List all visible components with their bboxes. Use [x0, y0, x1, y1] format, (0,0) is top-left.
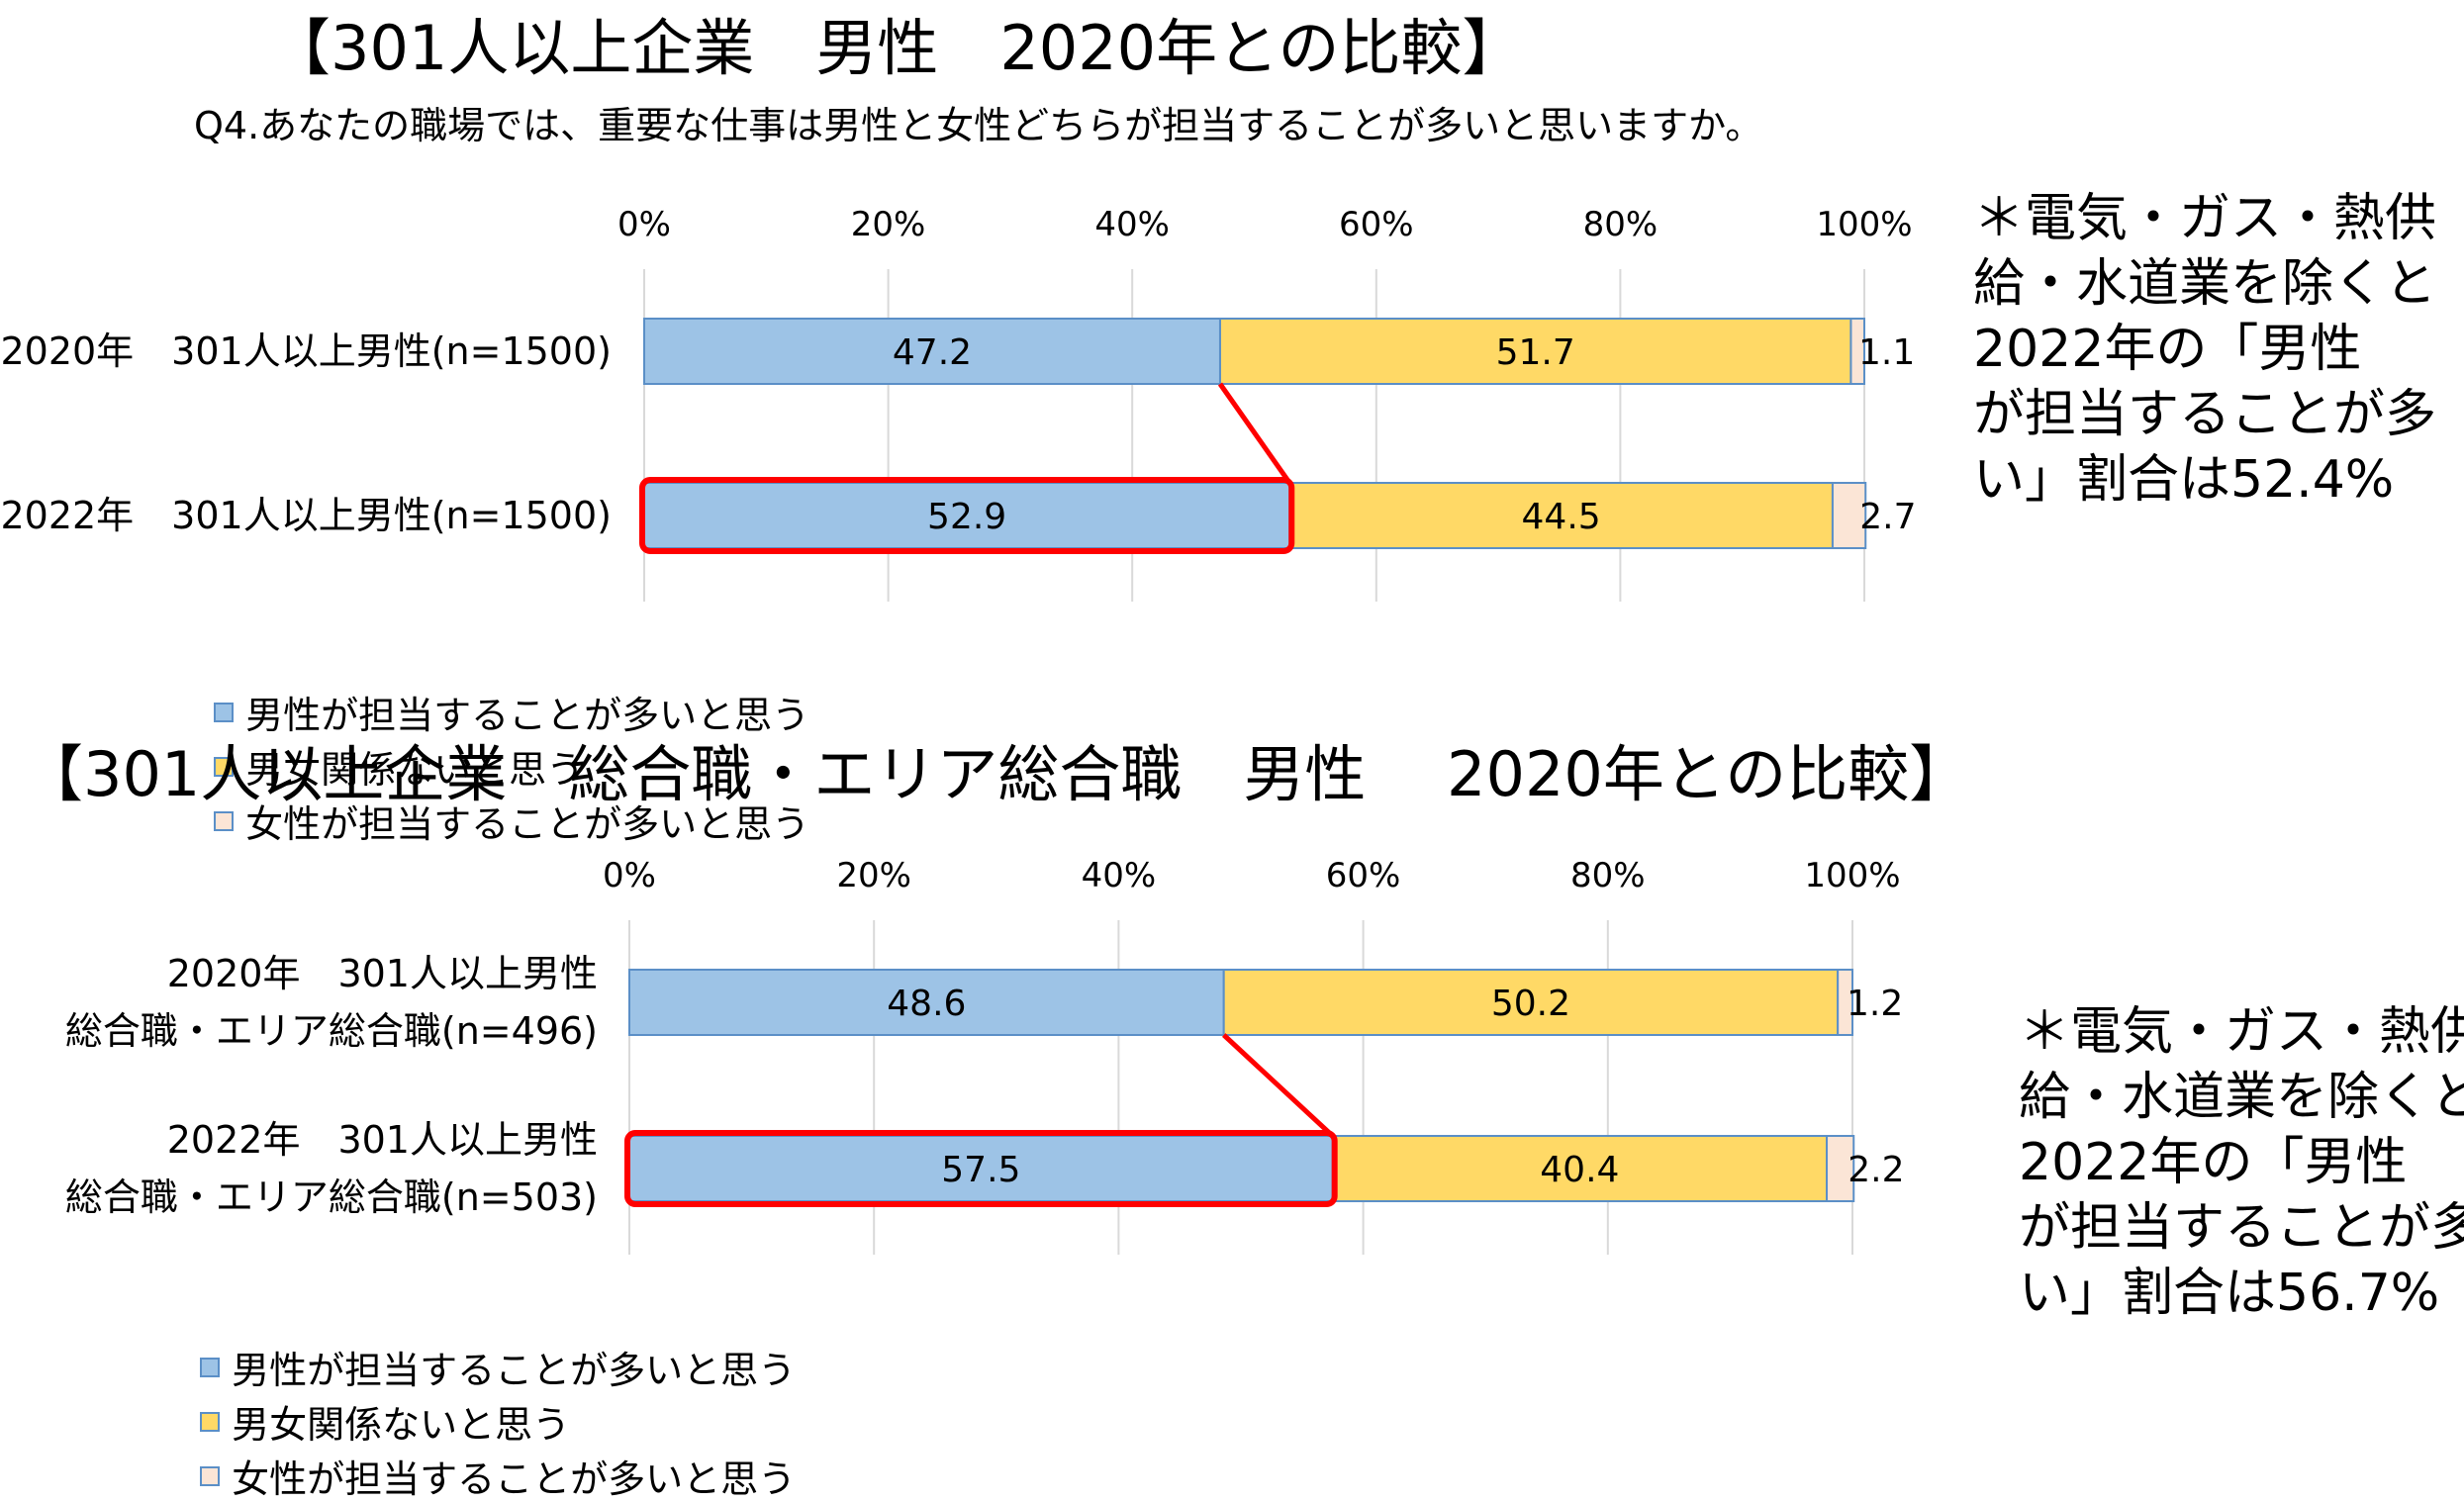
legend-swatch-no-difference	[200, 1411, 221, 1432]
top-chart-title: 【301人以上企業 男性 2020年との比較】	[269, 12, 1524, 84]
legend-label-female-more: 女性が担当することが多いと思う	[232, 1457, 797, 1501]
bar-segment	[1837, 969, 1853, 1036]
legend-male-more: 男性が担当することが多いと思う	[200, 1340, 796, 1394]
category-label: 2022年 301人以上男性	[167, 1118, 598, 1162]
legend-swatch-no-difference	[214, 756, 235, 777]
legend-female-more: 女性が担当することが多いと思う	[200, 1449, 796, 1503]
x-tick-label: 80%	[1570, 856, 1646, 895]
category-label: 総合職・エリア総合職(n=496)	[65, 1009, 598, 1053]
data-label: 51.7	[1496, 332, 1575, 373]
x-tick-label: 20%	[836, 856, 911, 895]
bar-segment	[1288, 482, 1834, 549]
x-tick-label: 60%	[1339, 205, 1414, 244]
bar-segment	[628, 969, 1225, 1036]
bottom-chart-title: 【301人以上企業 総合職・エリア総合職 男性 2020年との比較】	[22, 738, 1971, 810]
category-label: 2020年 301人以上男性	[167, 952, 598, 995]
data-label: 2.7	[1859, 497, 1916, 537]
bar-segment	[1222, 969, 1840, 1036]
legend-label-no-difference: 男女関係ないと思う	[232, 1403, 571, 1447]
bar-segment	[1331, 1135, 1829, 1202]
legend-label-female-more: 女性が担当することが多いと思う	[245, 802, 810, 846]
bar-segment	[1826, 1135, 1855, 1202]
data-label: 52.9	[927, 497, 1006, 537]
x-tick-label: 20%	[851, 205, 926, 244]
data-label: 2.2	[1848, 1150, 1904, 1190]
question-text: Q4.あなたの職場では、重要な仕事は男性と女性どちらが担当することが多いと思いま…	[194, 104, 1763, 147]
top-footnote: ＊電気・ガス・熱供 給・水道業を除くと 2022年の「男性 が担当することが多 …	[1973, 189, 2437, 510]
x-tick-label: 100%	[1816, 205, 1912, 244]
legend-no-difference: 男女関係ないと思う	[200, 1394, 570, 1449]
data-label: 1.2	[1847, 984, 1903, 1024]
data-label: 1.1	[1858, 332, 1915, 373]
x-tick-label: 0%	[603, 856, 656, 895]
bottom-footnote: ＊電気・ガス・熱供 給・水道業を除くと 2022年の「男性 が担当することが多 …	[2019, 1002, 2464, 1323]
x-tick-label: 100%	[1804, 856, 1900, 895]
x-tick-label: 80%	[1583, 205, 1658, 244]
legend-label-no-difference: 男女関係ないと思う	[245, 748, 585, 792]
category-label: 総合職・エリア総合職(n=503)	[65, 1175, 598, 1219]
highlight-box	[639, 477, 1295, 554]
data-label: 44.5	[1522, 497, 1601, 537]
x-tick-label: 40%	[1094, 205, 1170, 244]
legend-swatch-female-more	[200, 1465, 221, 1486]
bottom-stacked-bar-chart: 0% 20% 40% 60% 80% 100% 2020年 301人以上男性総合職・エリア総…	[65, 856, 1905, 1255]
legend-swatch-female-more	[214, 810, 235, 831]
data-label: 50.2	[1491, 984, 1570, 1024]
legend-swatch-male-more	[214, 702, 235, 722]
data-label: 57.5	[941, 1150, 1020, 1190]
legend-label-male-more: 男性が担当することが多いと思う	[245, 694, 810, 737]
bar-segment	[1849, 318, 1866, 385]
legend-no-difference: 男女関係ないと思う	[214, 739, 584, 794]
connector-line	[1217, 382, 1292, 485]
data-label: 48.6	[887, 984, 966, 1024]
x-tick-label: 40%	[1082, 856, 1157, 895]
x-tick-label: 60%	[1326, 856, 1401, 895]
category-label: 2020年 301人以上男性(n=1500)	[0, 329, 612, 373]
legend-label-male-more: 男性が担当することが多いと思う	[232, 1349, 797, 1392]
highlight-box	[624, 1130, 1338, 1207]
x-tick-label: 0%	[617, 205, 671, 244]
top-stacked-bar-chart: 0% 20% 40% 60% 80% 100% 2020年 301人以上男性(n=1500)…	[0, 205, 1916, 602]
bar-segment	[628, 1135, 1334, 1202]
connector-line	[1221, 1033, 1335, 1138]
data-label: 47.2	[893, 332, 972, 373]
legend-swatch-male-more	[200, 1357, 221, 1377]
top-legend: 男性が担当することが多いと思う 男女関係ないと思う 女性が担当することが多いと思…	[190, 641, 857, 848]
bar-segment	[643, 318, 1221, 385]
legend-male-more: 男性が担当することが多いと思う	[214, 685, 809, 739]
category-label: 2022年 301人以上男性(n=1500)	[0, 494, 612, 537]
bar-segment	[1831, 482, 1867, 549]
data-label: 40.4	[1540, 1150, 1619, 1190]
bottom-legend: 男性が担当することが多いと思う 男女関係ないと思う 女性が担当することが多いと思…	[176, 1296, 843, 1503]
legend-female-more: 女性が担当することが多いと思う	[214, 794, 809, 848]
